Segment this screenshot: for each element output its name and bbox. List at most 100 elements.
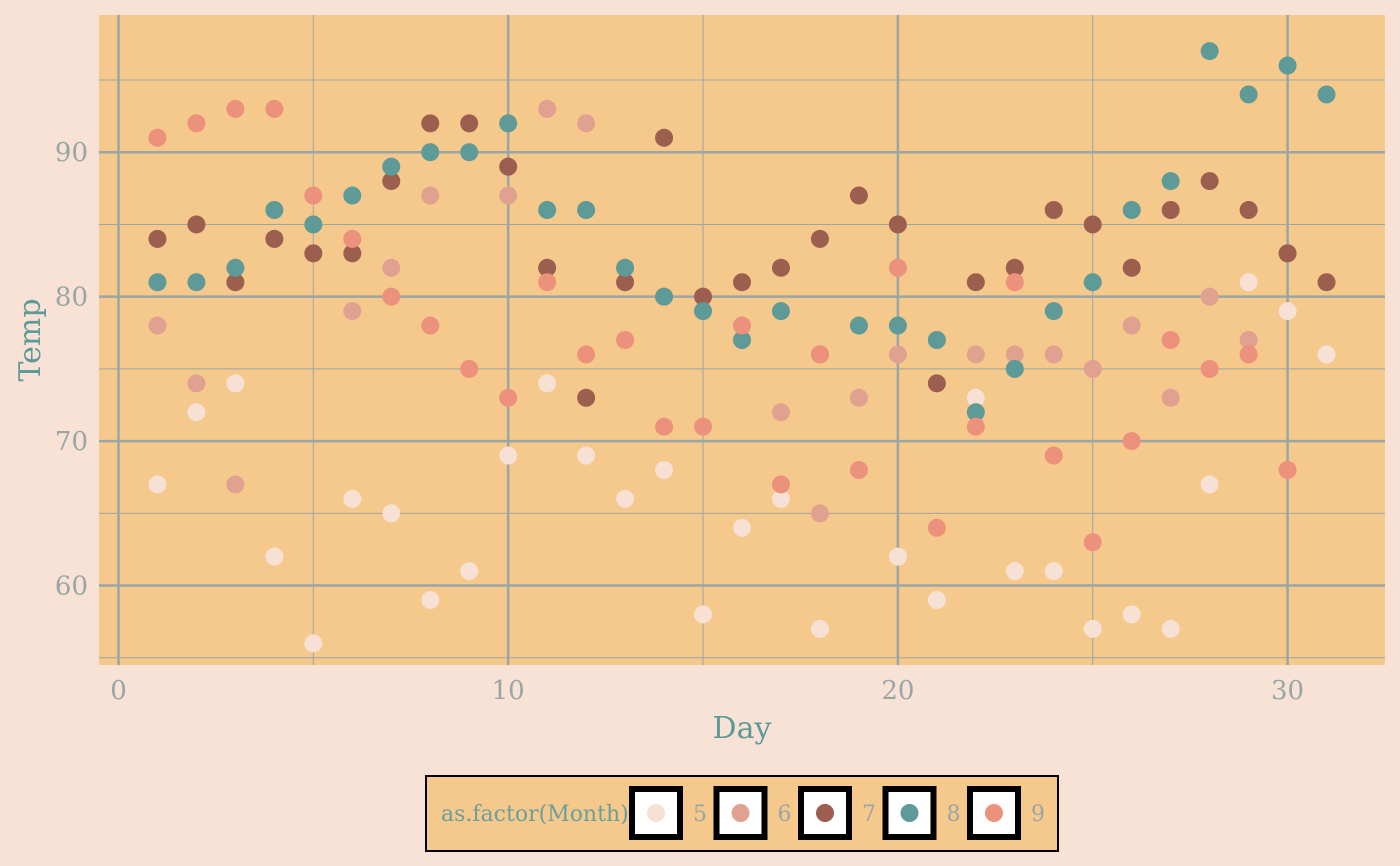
data-point-month-5: [499, 446, 518, 465]
data-point-month-8: [1083, 273, 1102, 292]
legend-key-swatch: [985, 804, 1003, 822]
data-point-month-7: [1278, 244, 1297, 263]
data-point-month-9: [265, 99, 284, 118]
data-point-month-7: [655, 128, 674, 147]
data-point-month-7: [1044, 201, 1063, 219]
data-point-month-8: [1200, 42, 1219, 61]
data-point-month-6: [810, 504, 829, 523]
data-point-month-9: [655, 417, 674, 436]
data-point-month-7: [1083, 215, 1102, 234]
data-point-month-5: [226, 374, 245, 393]
data-point-month-7: [187, 215, 206, 234]
legend-items: 5 6 7 8 9: [629, 786, 1045, 840]
data-point-month-7: [927, 374, 946, 393]
data-point-month-9: [927, 518, 946, 537]
data-point-month-7: [265, 229, 284, 248]
data-point-month-9: [382, 287, 401, 306]
legend-label: 9: [1031, 802, 1045, 827]
legend-label: 7: [862, 802, 876, 827]
x-axis-ticks: 0 10 20 30: [110, 676, 1304, 706]
legend-key-swatch: [731, 804, 750, 822]
data-point-month-6: [226, 475, 245, 494]
data-point-month-8: [1278, 56, 1297, 75]
data-point-month-7: [499, 157, 518, 176]
data-point-month-9: [1005, 273, 1024, 292]
data-point-month-9: [966, 417, 985, 436]
data-point-month-6: [538, 99, 557, 118]
legend-label: 5: [693, 802, 707, 827]
data-point-month-7: [1239, 201, 1258, 219]
grid-major: [99, 15, 1385, 665]
data-point-month-8: [1317, 85, 1336, 104]
data-point-month-5: [187, 403, 206, 422]
data-point-month-8: [265, 201, 284, 219]
legend-label: 8: [947, 802, 961, 827]
data-point-month-6: [343, 302, 362, 321]
data-point-month-8: [1239, 85, 1258, 104]
data-point-month-6: [1122, 316, 1141, 335]
data-point-month-5: [655, 461, 674, 479]
data-point-month-5: [616, 489, 635, 508]
data-point-month-9: [1239, 345, 1258, 364]
data-point-month-5: [1005, 562, 1024, 581]
data-point-month-8: [1122, 201, 1141, 219]
data-point-month-9: [771, 475, 790, 494]
data-point-month-9: [888, 258, 907, 277]
data-point-month-5: [810, 619, 829, 638]
x-axis-title: Day: [713, 711, 772, 746]
data-point-month-6: [382, 258, 401, 277]
legend-key-swatch: [816, 804, 834, 822]
y-tick-label: 70: [55, 427, 88, 457]
data-point-month-6: [421, 186, 440, 205]
data-point-month-9: [148, 128, 167, 147]
data-point-month-8: [694, 302, 713, 321]
legend-label: 6: [778, 802, 792, 827]
data-point-month-7: [849, 186, 868, 205]
data-point-month-9: [1200, 359, 1219, 378]
data-point-month-9: [187, 114, 206, 133]
data-point-month-7: [733, 273, 751, 292]
data-point-month-8: [148, 273, 167, 292]
y-tick-label: 80: [55, 283, 88, 313]
y-axis-title: Temp: [13, 298, 48, 381]
data-point-month-5: [1239, 273, 1258, 292]
data-point-month-9: [733, 316, 751, 335]
data-point-month-8: [616, 258, 635, 277]
data-point-month-8: [733, 331, 751, 349]
data-point-month-7: [148, 229, 167, 248]
data-point-month-7: [382, 172, 401, 191]
legend-key-swatch: [900, 804, 919, 822]
data-point-month-5: [1317, 345, 1336, 364]
data-point-month-6: [888, 345, 907, 364]
data-point-month-7: [771, 258, 790, 277]
data-point-month-7: [694, 287, 713, 306]
data-point-month-7: [1161, 201, 1180, 219]
data-point-month-6: [1161, 388, 1180, 407]
data-point-month-8: [421, 143, 440, 162]
data-point-month-6: [1005, 345, 1024, 364]
data-point-month-6: [771, 403, 790, 422]
data-point-month-7: [1122, 258, 1141, 277]
data-point-month-9: [1161, 331, 1180, 349]
data-point-month-5: [1161, 619, 1180, 638]
data-point-month-5: [577, 446, 596, 465]
data-point-month-8: [927, 331, 946, 349]
data-point-month-5: [1083, 619, 1102, 638]
data-point-month-5: [966, 388, 985, 407]
data-point-month-5: [694, 605, 713, 624]
data-point-month-7: [538, 258, 557, 277]
data-point-month-7: [577, 388, 596, 407]
data-point-month-9: [343, 229, 362, 248]
data-point-month-8: [382, 157, 401, 176]
data-point-month-6: [1200, 287, 1219, 306]
data-point-month-6: [148, 316, 167, 335]
data-point-month-5: [733, 518, 751, 537]
data-point-month-5: [460, 562, 479, 581]
data-point-month-6: [966, 345, 985, 364]
data-point-month-9: [226, 99, 245, 118]
data-point-month-8: [655, 287, 674, 306]
data-point-month-5: [1278, 302, 1297, 321]
data-point-month-9: [538, 273, 557, 292]
data-point-month-9: [616, 331, 635, 349]
